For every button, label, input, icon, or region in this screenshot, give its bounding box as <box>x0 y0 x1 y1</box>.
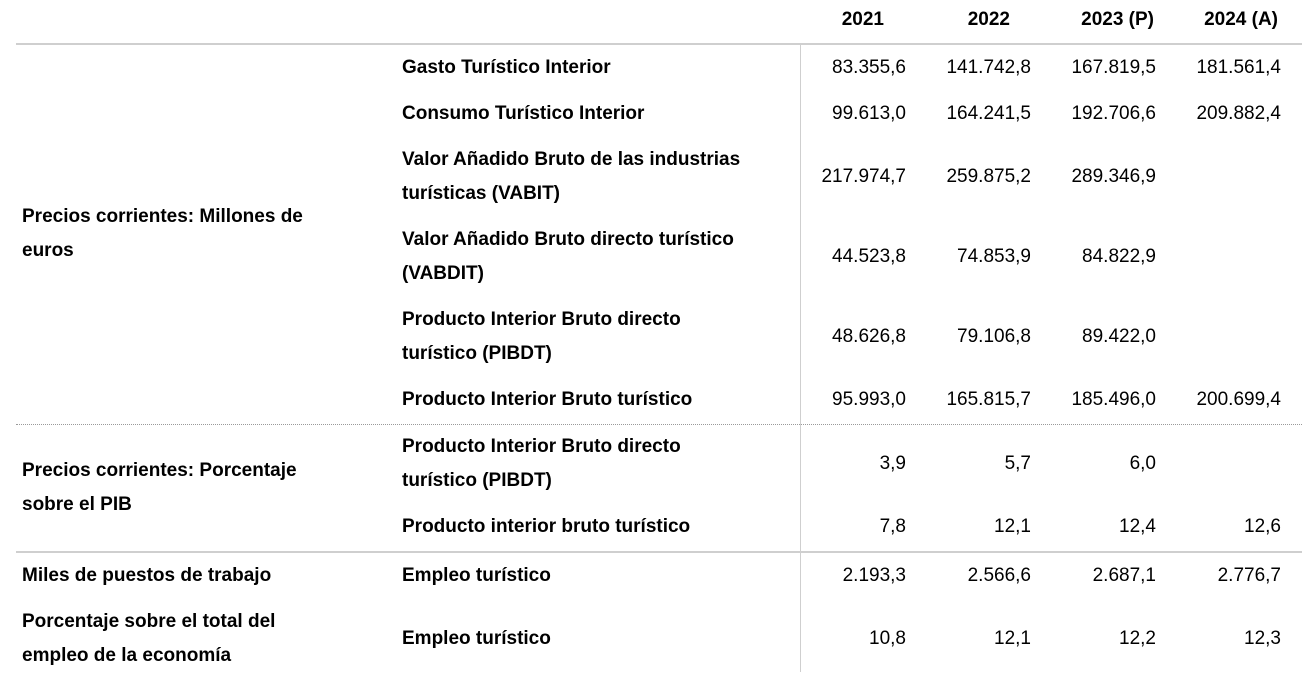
row-concept: Empleo turístico <box>402 565 551 586</box>
row-value-2022: 164.241,5 <box>946 103 1031 124</box>
row-value-2024: 209.882,4 <box>1196 103 1281 124</box>
row-value-2022: 141.742,8 <box>946 57 1031 78</box>
row-value-2023: 167.819,5 <box>1071 57 1156 78</box>
header-divider <box>16 43 1302 45</box>
year-header-2021: 2021 <box>841 9 884 30</box>
row-value-2024: 12,3 <box>1244 628 1281 649</box>
row-value-2021: 3,9 <box>879 453 906 474</box>
row-concept: Producto Interior Bruto directo turístic… <box>402 436 681 491</box>
row-value-2022: 165.815,7 <box>946 389 1031 410</box>
row-value-2023: 185.496,0 <box>1071 389 1156 410</box>
row-concept: Valor Añadido Bruto directo turístico (V… <box>402 229 734 284</box>
row-concept: Empleo turístico <box>402 628 551 649</box>
row-value-2022: 5,7 <box>1004 453 1031 474</box>
row-value-2021: 217.974,7 <box>821 166 906 187</box>
row-value-2022: 12,1 <box>994 628 1031 649</box>
row-value-2023: 6,0 <box>1129 453 1156 474</box>
row-value-2021: 44.523,8 <box>832 246 906 267</box>
group-divider-2 <box>16 551 1302 553</box>
row-value-2022: 12,1 <box>994 516 1031 537</box>
row-value-2024: 2.776,7 <box>1217 565 1281 586</box>
row-value-2023: 2.687,1 <box>1092 565 1156 586</box>
row-value-2022: 2.566,6 <box>967 565 1031 586</box>
group-divider-1 <box>16 424 1302 425</box>
year-header-2024: 2024 (A) <box>1204 9 1278 30</box>
row-value-2021: 99.613,0 <box>832 103 906 124</box>
row-value-2023: 84.822,9 <box>1082 246 1156 267</box>
row-value-2021: 2.193,3 <box>842 565 906 586</box>
year-header-2022: 2022 <box>967 9 1010 30</box>
row-value-2023: 192.706,6 <box>1071 103 1156 124</box>
row-concept: Consumo Turístico Interior <box>402 103 645 124</box>
row-value-2023: 89.422,0 <box>1082 326 1156 347</box>
row-value-2021: 48.626,8 <box>832 326 906 347</box>
row-value-2021: 7,8 <box>879 516 906 537</box>
row-value-2021: 83.355,6 <box>832 57 906 78</box>
group-label-millones: Precios corrientes: Millones de euros <box>22 206 303 261</box>
group-label-porcentaje-empleo: Porcentaje sobre el total del empleo de … <box>22 611 276 666</box>
row-concept: Producto interior bruto turístico <box>402 516 691 537</box>
row-value-2023: 12,2 <box>1119 628 1156 649</box>
group-label-miles-puestos: Miles de puestos de trabajo <box>22 565 272 586</box>
row-value-2021: 10,8 <box>869 628 906 649</box>
row-value-2023: 12,4 <box>1119 516 1156 537</box>
row-value-2024: 12,6 <box>1244 516 1281 537</box>
row-value-2022: 259.875,2 <box>946 166 1031 187</box>
row-concept: Valor Añadido Bruto de las industrias tu… <box>402 149 741 204</box>
group-label-porcentaje-pib: Precios corrientes: Porcentaje sobre el … <box>22 460 297 515</box>
row-concept: Producto Interior Bruto turístico <box>402 389 693 410</box>
row-concept: Gasto Turístico Interior <box>402 57 611 78</box>
row-concept: Producto Interior Bruto directo turístic… <box>402 309 681 364</box>
row-value-2021: 95.993,0 <box>832 389 906 410</box>
row-value-2022: 74.853,9 <box>957 246 1031 267</box>
row-value-2024: 200.699,4 <box>1196 389 1281 410</box>
values-column-divider <box>800 44 801 672</box>
row-value-2022: 79.106,8 <box>957 326 1031 347</box>
year-header-2023: 2023 (P) <box>1081 9 1154 30</box>
row-value-2024: 181.561,4 <box>1196 57 1281 78</box>
row-value-2023: 289.346,9 <box>1071 166 1156 187</box>
